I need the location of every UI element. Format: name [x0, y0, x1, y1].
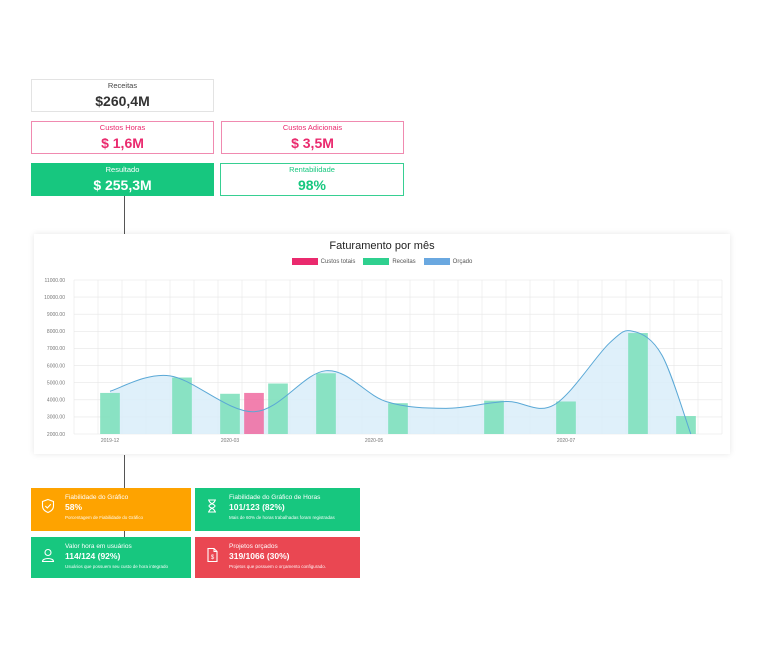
y-tick-label: 5000.00: [47, 380, 65, 386]
connector-line-top: [124, 196, 125, 234]
tile-desc: Projetos que possuem o orçamento configu…: [229, 564, 327, 569]
tile-desc: Porcentagem de Fiabilidade do Gráfico: [65, 515, 144, 520]
tile-title: Valor hora em usuários: [65, 543, 132, 550]
connector-line-tiles: [124, 531, 125, 537]
bar-receitas: [100, 392, 120, 434]
hourglass-icon: [208, 499, 216, 513]
bar-receitas: [268, 383, 288, 434]
legend-label-receitas: Receitas: [392, 258, 416, 265]
document-dollar-icon: $: [207, 547, 218, 563]
kpi-custos-adicionais: Custos Adicionais $ 3,5M: [221, 121, 404, 154]
tile-value: 319/1066 (30%): [229, 551, 290, 561]
shield-check-icon: [41, 498, 55, 514]
tile-value: 114/124 (92%): [65, 551, 121, 561]
legend-item-orcado[interactable]: Orçado: [423, 258, 473, 265]
y-tick-label: 4000.00: [47, 398, 65, 404]
x-tick-label: 2019-12: [101, 438, 120, 444]
bar-custos-totais: [244, 392, 264, 434]
legend-item-custos[interactable]: Custos totais: [291, 258, 356, 265]
connector-line-bottom: [124, 455, 125, 488]
bar-receitas: [556, 401, 576, 434]
y-tick-label: 7000.00: [47, 346, 65, 352]
bar-receitas: [388, 403, 408, 434]
legend-label-custos: Custos totais: [320, 258, 356, 265]
user-icon: [41, 548, 55, 563]
kpi-receitas: Receitas $260,4M: [31, 79, 214, 112]
y-tick-label: 6000.00: [47, 363, 65, 369]
bar-receitas: [172, 377, 192, 434]
bar-receitas: [484, 400, 504, 434]
y-tick-label: 11000.00: [45, 278, 66, 284]
legend-swatch-orcado: [423, 258, 450, 265]
kpi-resultado-value: $ 255,3M: [93, 177, 152, 193]
svg-text:$: $: [211, 555, 215, 561]
x-tick-label: 2020-07: [557, 438, 576, 444]
kpi-receitas-label: Receitas: [107, 81, 138, 90]
y-tick-label: 8000.00: [47, 329, 65, 335]
kpi-receitas-value: $260,4M: [95, 93, 150, 109]
tile-desc: Usuários que possuem seu custo de hora i…: [65, 564, 169, 569]
tile-title: Projetos orçados: [229, 543, 278, 550]
bar-receitas: [628, 333, 648, 434]
kpi-custos-horas: Custos Horas $ 1,6M: [31, 121, 214, 154]
kpi-resultado-label: Resultado: [105, 165, 140, 174]
chart-card: 11000.00 10000.00 9000.00 8000.00 7000.00 600…: [34, 234, 730, 454]
y-tick-label: 3000.00: [47, 415, 65, 421]
tile-fiabilidade-horas[interactable]: Fiabilidade do Gráfico de Horas 101/123 …: [195, 488, 360, 531]
kpi-resultado: Resultado $ 255,3M: [31, 163, 214, 196]
chart-legend: Custos totais Receitas Orçado: [34, 258, 730, 265]
tile-valor-hora[interactable]: Valor hora em usuários 114/124 (92%) Usu…: [31, 537, 191, 578]
kpi-custos-horas-value: $ 1,6M: [101, 135, 144, 151]
tile-fiabilidade-grafico[interactable]: Fiabilidade do Gráfico 58% Porcentagem d…: [31, 488, 191, 531]
kpi-rentabilidade-value: 98%: [297, 177, 327, 193]
x-tick-label: 2020-03: [221, 438, 240, 444]
kpi-custos-adicionais-value: $ 3,5M: [291, 135, 334, 151]
bar-receitas: [676, 416, 696, 434]
legend-label-orcado: Orçado: [452, 258, 473, 265]
orcado-line: [109, 330, 692, 435]
bar-receitas: [220, 393, 240, 434]
bar-receitas: [316, 373, 336, 434]
legend-item-receitas[interactable]: Receitas: [363, 258, 416, 265]
kpi-rentabilidade: Rentabilidade 98%: [220, 163, 404, 196]
kpi-custos-horas-label: Custos Horas: [99, 123, 146, 132]
chart-title: Faturamento por mês: [329, 240, 435, 252]
tile-title: Fiabilidade do Gráfico: [65, 494, 129, 501]
y-tick-label: 9000.00: [47, 312, 65, 318]
tile-desc: Mais de 60% de horas trabalhadas foram r…: [229, 515, 335, 520]
y-tick-label: 10000.00: [44, 295, 65, 301]
kpi-rentabilidade-label: Rentabilidade: [289, 165, 335, 174]
legend-swatch-custos: [291, 258, 318, 265]
kpi-custos-adicionais-label: Custos Adicionais: [282, 123, 343, 132]
tile-projetos-orcados[interactable]: $ Projetos orçados 319/1066 (30%) Projet…: [195, 537, 360, 578]
revenue-chart: 11000.00 10000.00 9000.00 8000.00 7000.00 600…: [44, 278, 723, 444]
y-tick-label: 2000.00: [47, 432, 65, 438]
tile-title: Fiabilidade do Gráfico de Horas: [229, 494, 321, 501]
legend-swatch-receitas: [363, 258, 390, 265]
tile-value: 101/123 (82%): [229, 502, 285, 512]
x-tick-label: 2020-05: [365, 438, 384, 444]
tile-value: 58%: [65, 502, 83, 512]
